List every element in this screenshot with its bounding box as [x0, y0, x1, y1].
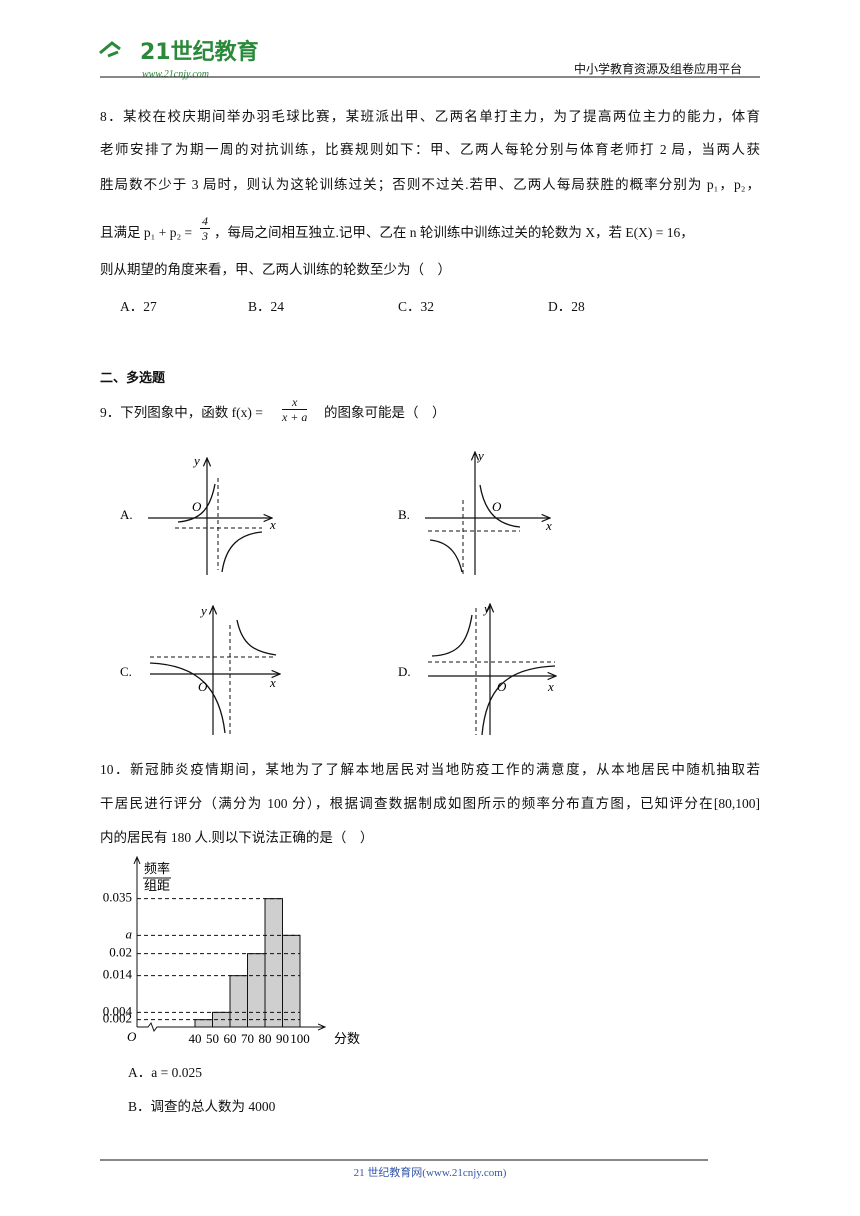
axis-label: x	[269, 675, 276, 690]
x-tick-label: 80	[259, 1031, 272, 1046]
logo-text: 21世纪教育	[140, 40, 259, 65]
graph-label: D.	[398, 664, 411, 679]
option: D．28	[548, 299, 585, 314]
q8-line: 8．某校在校庆期间举办羽毛球比赛，某班派出甲、乙两名单打主力，为了提高两位主力的…	[100, 109, 760, 124]
graph-label: C.	[120, 664, 132, 679]
numerator: x	[282, 395, 308, 410]
option: A．a = 0.025	[128, 1065, 202, 1080]
origin-label: O	[492, 499, 502, 514]
option: A．27	[120, 299, 157, 314]
x-tick-label: 100	[290, 1031, 310, 1046]
x-tick-label: 90	[276, 1031, 289, 1046]
graph-a: A. y x O	[120, 453, 276, 575]
graph-label: A.	[120, 507, 133, 522]
x-tick-label: 50	[206, 1031, 219, 1046]
bar	[264, 898, 283, 1028]
graph-c: C. y x O	[120, 603, 280, 735]
q10-line: 10．新冠肺炎疫情期间，某地为了了解本地居民对当地防疫工作的满意度，从本地居民中…	[100, 762, 760, 777]
denominator: x + a	[282, 410, 308, 424]
denominator: 3	[202, 229, 208, 243]
q9-stem: 的图象可能是（ ）	[324, 405, 446, 420]
axis-label: x	[269, 517, 276, 532]
y-tick-label: 0.02	[109, 945, 132, 960]
logo-icon	[99, 41, 121, 58]
axis-label: y	[199, 603, 207, 618]
bar	[247, 953, 266, 1028]
axis-label: y	[476, 448, 484, 463]
axis-label: x	[545, 518, 552, 533]
x-tick-label: 70	[241, 1031, 254, 1046]
platform: 中小学教育资源及组卷应用平台	[574, 62, 743, 76]
q9-stem: 9．下列图象中，函数 f(x) =	[100, 405, 263, 420]
bar	[194, 1019, 213, 1028]
bar	[282, 934, 301, 1028]
option: B．24	[248, 299, 285, 314]
footer: 21 世纪教育网(www.21cnjy.com)	[353, 1167, 507, 1179]
x-label: 分数	[334, 1031, 360, 1046]
y-tick-label: a	[126, 926, 133, 941]
logo-url: www.21cnjy.com	[142, 69, 210, 80]
graph-d: D. y x O	[398, 601, 556, 736]
y-tick-label: 0.002	[103, 1011, 132, 1026]
option: B．调查的总人数为 4000	[128, 1099, 276, 1114]
q8-line: 胜局数不少于 3 局时，则认为这轮训练过关；否则不过关.若甲、乙两人每局获胜的概…	[100, 177, 760, 192]
graph-label: B.	[398, 507, 410, 522]
y-tick-label: 0.004	[103, 1003, 133, 1018]
x-axis	[137, 1021, 325, 1033]
y-tick-label: 0.014	[103, 967, 133, 982]
q8-math: 且满足 p₁ + p₂ =	[100, 225, 193, 240]
axis-label: y	[192, 453, 200, 468]
q10-line: 干居民进行评分（满分为 100 分），根据调查数据制成如图所示的频率分布直方图，…	[100, 796, 760, 811]
origin-label: O	[192, 499, 202, 514]
q8-line: 老师安排了为期一周的对抗训练，比赛规则如下：甲、乙两人每轮分别与体育老师打 2 …	[100, 142, 760, 157]
q8-line: 则从期望的角度来看，甲、乙两人训练的轮数至少为（ ）	[100, 262, 451, 277]
q8-math: ，每局之间相互独立.记甲、乙在 n 轮训练中训练过关的轮数为 X，若 E(X) …	[214, 225, 694, 240]
axis-label: y	[482, 601, 490, 616]
x-tick-label: 40	[189, 1031, 202, 1046]
section-title: 二、多选题	[100, 371, 166, 386]
x-tick-label: 60	[224, 1031, 237, 1046]
q10-line: 内的居民有 180 人.则以下说法正确的是（ ）	[100, 830, 374, 845]
y-label-num: 频率	[144, 861, 170, 876]
option: C．32	[398, 299, 435, 314]
axis-label: x	[547, 679, 554, 694]
origin-label: O	[198, 679, 208, 694]
y-label-den: 组距	[144, 878, 170, 893]
y-tick-label: 0.035	[103, 890, 132, 905]
numerator: 4	[200, 214, 210, 229]
origin-label: O	[127, 1029, 137, 1044]
origin-label: O	[497, 679, 507, 694]
graph-b: B. y x O	[398, 448, 552, 575]
